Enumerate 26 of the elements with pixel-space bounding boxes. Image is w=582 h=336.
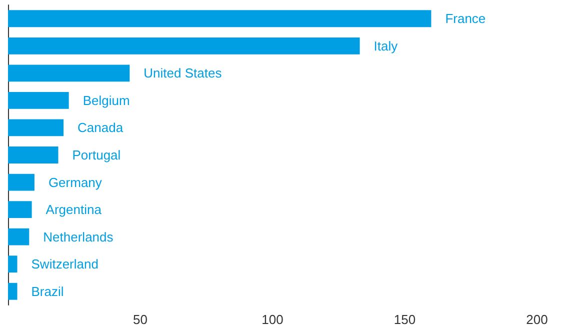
x-tick-label: 50 xyxy=(133,312,148,327)
y-tick-label: Germany xyxy=(48,174,102,190)
x-tick-label: 100 xyxy=(262,312,284,327)
bar xyxy=(8,119,64,136)
y-tick-label: Switzerland xyxy=(31,256,98,272)
bar xyxy=(8,37,360,54)
y-tick-label: Argentina xyxy=(46,202,102,218)
y-tick-label: Italy xyxy=(374,38,398,54)
x-tick-label: 200 xyxy=(526,312,548,327)
bar xyxy=(8,64,130,82)
bar xyxy=(8,174,34,191)
y-tick-label: Portugal xyxy=(72,148,121,162)
y-tick-label: Belgium xyxy=(82,92,130,108)
y-tick-label: Netherlands xyxy=(43,229,114,244)
y-tick-label: Brazil xyxy=(31,284,64,299)
bar xyxy=(8,228,30,246)
bar xyxy=(8,282,18,300)
y-tick-label: France xyxy=(445,11,486,26)
y-tick-label: United States xyxy=(144,66,222,81)
x-tick-label: 150 xyxy=(394,312,416,327)
bar xyxy=(8,92,69,109)
bar xyxy=(8,10,432,28)
bar xyxy=(8,146,58,164)
y-tick-label: Canada xyxy=(78,120,124,136)
bar xyxy=(8,201,32,218)
bar xyxy=(8,256,18,273)
